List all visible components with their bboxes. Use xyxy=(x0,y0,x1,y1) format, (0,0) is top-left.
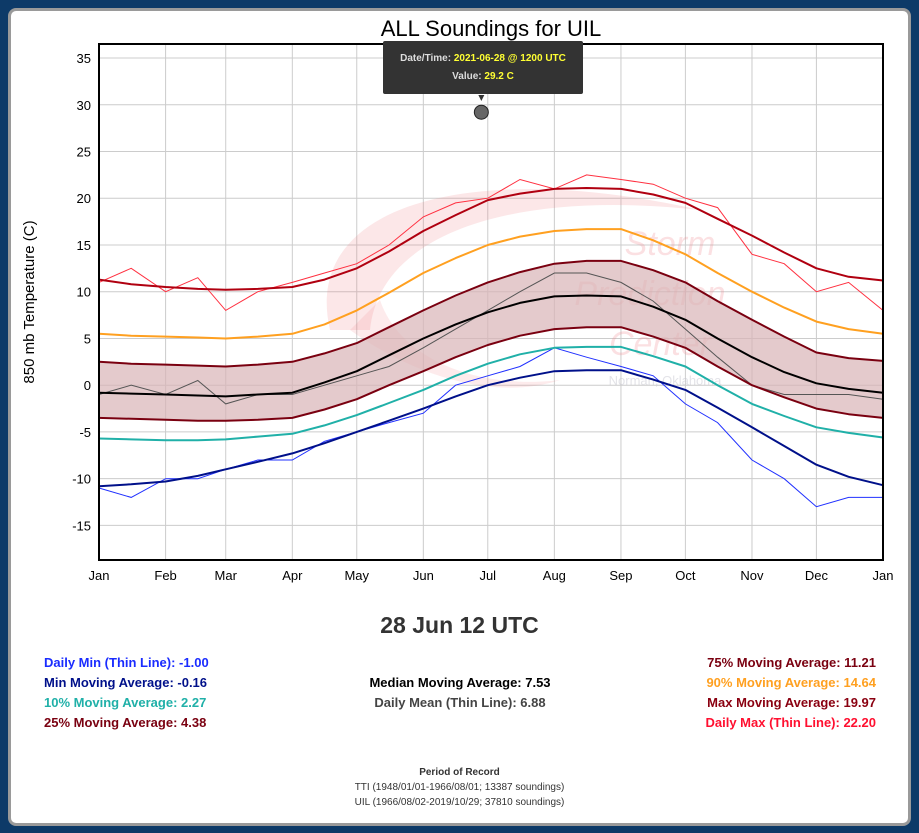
series-max_ma xyxy=(98,187,884,291)
series-daily_max xyxy=(98,174,884,312)
stat-p75: 75% Moving Average: 11.21 xyxy=(707,655,876,670)
y-tick-label: 25 xyxy=(77,145,91,160)
stats-mid: Median Moving Average: 7.53 Daily Mean (… xyxy=(300,673,620,713)
stat-min-ma: Min Moving Average: -0.16 xyxy=(44,675,208,690)
watermark-text: Storm xyxy=(625,225,716,263)
watermark-text: Norman, Oklahoma xyxy=(609,373,722,388)
selected-date: 28 Jun 12 UTC xyxy=(380,612,539,638)
period-of-record: Period of Record TTI (1948/01/01-1966/08… xyxy=(0,765,919,810)
x-tick-label: Jan xyxy=(89,568,110,583)
series-p90 xyxy=(98,228,884,340)
y-axis-label: 850 mb Temperature (C) xyxy=(21,220,38,383)
band-25-75 xyxy=(99,260,883,421)
highlight-point xyxy=(473,104,489,120)
x-tick-label: Jun xyxy=(413,568,434,583)
stat-p25: 25% Moving Average: 4.38 xyxy=(44,715,207,730)
x-tick-label: Dec xyxy=(805,568,829,583)
y-tick-label: 15 xyxy=(77,238,91,253)
stats-right: 75% Moving Average: 11.21 90% Moving Ave… xyxy=(706,653,877,733)
tooltip-value-value: 29.2 C xyxy=(484,71,514,82)
x-tick-label: Sep xyxy=(609,568,632,583)
stat-daily-min: Daily Min (Thin Line): -1.00 xyxy=(44,655,209,670)
x-tick-label: Jul xyxy=(479,568,496,583)
y-tick-label: 35 xyxy=(77,51,91,66)
tooltip-date-label: Date/Time: xyxy=(400,53,452,64)
watermark-swoosh xyxy=(326,189,700,330)
stat-daily-max: Daily Max (Thin Line): 22.20 xyxy=(705,715,877,730)
stats-left: Daily Min (Thin Line): -1.00 Min Moving … xyxy=(44,653,209,733)
tooltip: Date/Time: 2021-06-28 @ 1200 UTC Value: … xyxy=(383,41,583,94)
y-tick-label: 20 xyxy=(77,191,91,206)
x-tick-label: Jan xyxy=(873,568,894,583)
chart[interactable]: ALL Soundings for UIL 35 30 25 20 15 10 5 0 -5 -10… xyxy=(0,0,919,600)
x-tick-label: Oct xyxy=(675,568,696,583)
x-tick-label: Mar xyxy=(215,568,238,583)
stat-median: Median Moving Average: 7.53 xyxy=(369,675,551,690)
series-p10 xyxy=(98,345,884,442)
y-tick-label: -15 xyxy=(72,518,91,533)
period-title: Period of Record xyxy=(419,767,500,778)
period-line: UIL (1966/08/02-2019/10/29; 37810 soundi… xyxy=(354,797,565,808)
x-tick-label: Apr xyxy=(282,568,303,583)
stat-p90: 90% Moving Average: 14.64 xyxy=(706,675,876,690)
y-tick-label: -5 xyxy=(79,425,91,440)
series-min_ma xyxy=(98,369,884,488)
y-tick-label: -10 xyxy=(72,472,91,487)
tooltip-pointer xyxy=(478,95,485,101)
tooltip-value-label: Value: xyxy=(452,71,482,82)
x-tick-label: Aug xyxy=(543,568,566,583)
y-tick-label: 30 xyxy=(77,98,91,113)
stat-max-ma: Max Moving Average: 19.97 xyxy=(707,695,876,710)
x-tick-label: Nov xyxy=(740,568,764,583)
x-tick-label: May xyxy=(344,568,369,583)
stat-daily-mean: Daily Mean (Thin Line): 6.88 xyxy=(374,695,546,710)
series-median xyxy=(98,294,884,398)
x-tick-label: Feb xyxy=(154,568,176,583)
y-tick-label: 0 xyxy=(84,378,91,393)
series-p25 xyxy=(98,326,884,422)
y-tick-label: 10 xyxy=(77,285,91,300)
stat-p10: 10% Moving Average: 2.27 xyxy=(44,695,207,710)
period-line: TTI (1948/01/01-1966/08/01; 13387 soundi… xyxy=(354,782,565,793)
series-p75 xyxy=(98,259,884,368)
tooltip-date-value: 2021-06-28 @ 1200 UTC xyxy=(453,53,566,64)
y-tick-label: 5 xyxy=(84,331,91,346)
chart-title: ALL Soundings for UIL xyxy=(381,16,602,41)
